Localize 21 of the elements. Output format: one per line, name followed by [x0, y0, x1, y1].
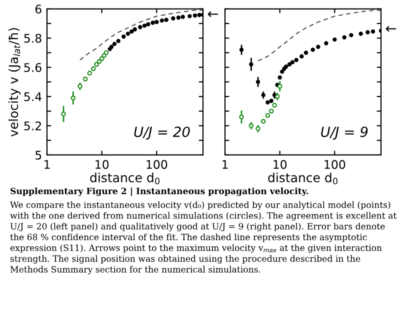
text: We compare the instantaneous velocity v(d₀) predicted by our analytical model (points) with the one derived from numerical simulations (circles). The agreement is excellent at U/J = 20 (left panel) and qualitatively good at U/J = 9 (right panel). Error bars denote the 68 % confidence interval of the fit. The dashed line represents the asymptotic expression (S11). Arrows point to the maximum velocity v$_{max}$ at the given interaction strength. The signal position was obtained using the procedure described in the Methods Summary section for the numerical simulations. — [10, 201, 397, 274]
x-axis-title: distance d$_{0}$ — [90, 172, 160, 184]
y-tick-label: 6 — [35, 4, 42, 14]
x-tick-label: 1 — [222, 160, 228, 169]
text: Supplementary Figure 2 | Instantaneous propagation velocity. — [10, 188, 308, 196]
x-tick-label: 100 — [324, 160, 346, 169]
y-tick-label: 5.4 — [24, 92, 42, 102]
x-tick-label: 10 — [274, 160, 287, 169]
y-tick-label: 5 — [36, 150, 42, 160]
x-axis-title: distance d$_{0}$ — [268, 172, 338, 184]
y-tick-label: 5.2 — [24, 121, 41, 130]
x-tick-label: 10 — [96, 160, 109, 169]
x-tick-label: 1 — [44, 160, 50, 169]
annotation: U/J = 20 — [134, 126, 190, 140]
x-tick-label: 100 — [146, 160, 168, 169]
y-tick-label: 5.6 — [24, 63, 42, 72]
y-tick-label: 5.8 — [24, 34, 42, 43]
annotation: ← — [386, 26, 396, 32]
annotation: ← — [208, 11, 218, 18]
annotation: U/J = 9 — [321, 126, 368, 140]
y-axis-title: velocity v (Ja$_{lat}$/ħ) — [8, 28, 21, 137]
